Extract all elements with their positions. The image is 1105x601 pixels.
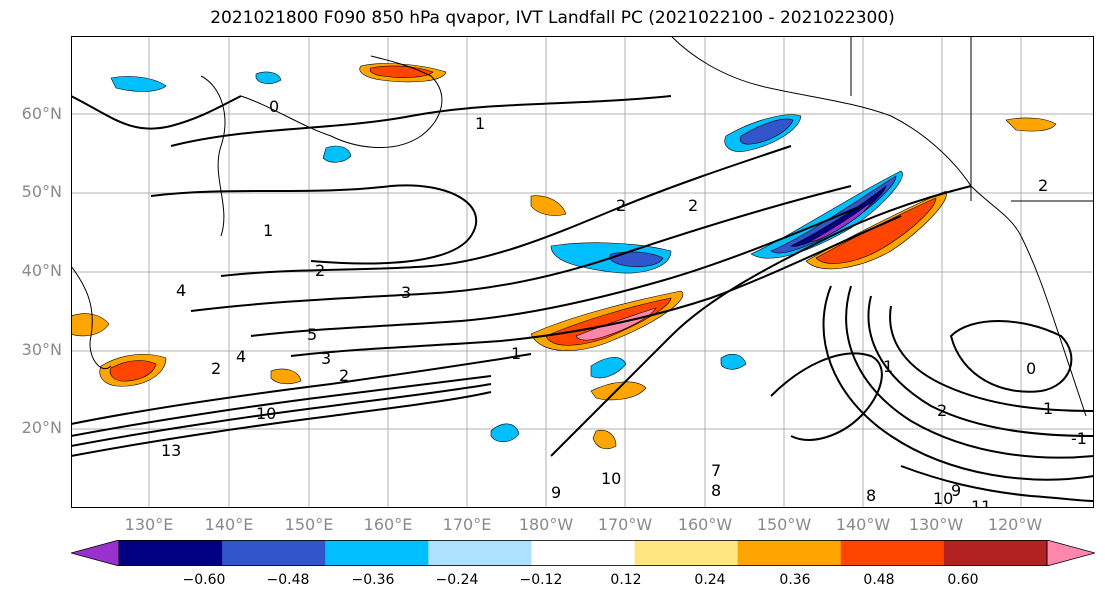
colorbar-tick-label: −0.12	[519, 572, 563, 588]
colorbar-tick-label: −0.36	[351, 572, 395, 588]
coastlines	[71, 36, 1094, 417]
contour-label: 9	[551, 483, 561, 502]
colorbar-segment	[119, 540, 223, 566]
contour-label: 2	[315, 261, 325, 280]
contour-label: 2	[211, 359, 221, 378]
lon-label-130e: 130°E	[124, 515, 174, 534]
colorbar-extend-high	[1046, 540, 1095, 566]
contour-label: 7	[711, 461, 721, 480]
contour-label: 1	[511, 344, 521, 363]
colorbar-extend-low	[71, 540, 120, 566]
lon-label-160w: 160°W	[677, 515, 733, 534]
lon-label-150e: 150°E	[284, 515, 334, 534]
colorbar-segment	[737, 540, 842, 566]
contour-label: 2	[339, 366, 349, 385]
contour-label: 3	[401, 283, 411, 302]
lon-label-150w: 150°W	[756, 515, 812, 534]
colorbar-tick-label: 0.24	[694, 572, 726, 588]
colorbar-tick-label: 0.36	[779, 572, 811, 588]
lat-label-60n: 60°N	[21, 104, 62, 123]
colorbar-tick-label: 0.12	[610, 572, 642, 588]
contour-label: 10	[256, 404, 276, 423]
contour-label: 2	[937, 401, 947, 420]
lon-label-120w: 120°W	[987, 515, 1043, 534]
lon-label-140e: 140°E	[204, 515, 254, 534]
contour-lines	[71, 95, 1094, 502]
contour-label: 1	[883, 357, 893, 376]
colorbar-tick-label: 0.60	[947, 572, 979, 588]
lon-label-160e: 160°E	[363, 515, 413, 534]
contour-label: 11	[971, 497, 991, 508]
contour-labels: 0 1 1 2 2 2 3 4 5 2 3 4 10 13 2 1 2 0 1 …	[161, 97, 1087, 508]
colorbar-tick-label: −0.48	[266, 572, 310, 588]
contour-label: 10	[933, 489, 953, 508]
contour-label: 8	[866, 486, 876, 505]
colorbar-segment	[325, 540, 429, 566]
lon-label-140w: 140°W	[835, 515, 891, 534]
map-border	[71, 36, 1094, 508]
map-gridlines	[71, 36, 1094, 508]
contour-label: 9	[951, 481, 961, 500]
contour-label: 3	[321, 349, 331, 368]
contour-label: 2	[1038, 176, 1048, 195]
qvapor-shading	[71, 63, 1057, 450]
contour-label: 5	[307, 325, 317, 344]
map-panel: 0 1 1 2 2 2 3 4 5 2 3 4 10 13 2 1 2 0 1 …	[71, 36, 1094, 508]
lat-label-40n: 40°N	[21, 261, 62, 280]
contour-label: -1	[1071, 429, 1087, 448]
contour-label: 4	[236, 347, 246, 366]
colorbar-segment	[943, 540, 1048, 566]
colorbar	[71, 540, 1095, 566]
contour-label: 0	[269, 97, 279, 116]
lat-label-30n: 30°N	[21, 340, 62, 359]
lat-label-50n: 50°N	[21, 182, 62, 201]
colorbar-segment	[840, 540, 945, 566]
colorbar-tick-label: 0.48	[863, 572, 895, 588]
colorbar-segment	[634, 540, 739, 566]
map-title: 2021021800 F090 850 hPa qvapor, IVT Land…	[210, 8, 895, 28]
colorbar-tick-label: −0.60	[182, 572, 226, 588]
colorbar-segment	[222, 540, 326, 566]
colorbar-segment	[428, 540, 532, 566]
colorbar-segment	[531, 540, 636, 566]
lon-label-130w: 130°W	[908, 515, 964, 534]
colorbar-outline	[118, 540, 1048, 566]
lat-label-20n: 20°N	[21, 418, 62, 437]
contour-label: 2	[688, 196, 698, 215]
contour-label: 1	[1043, 399, 1053, 418]
contour-label: 1	[475, 114, 485, 133]
contour-label: 10	[601, 469, 621, 488]
contour-label: 8	[711, 481, 721, 500]
lon-label-170w: 170°W	[597, 515, 653, 534]
contour-label: 13	[161, 441, 181, 460]
contour-label: 4	[176, 281, 186, 300]
colorbar-tick-label: −0.24	[435, 572, 479, 588]
lon-label-170e: 170°E	[442, 515, 492, 534]
contour-label: 2	[616, 196, 626, 215]
lon-label-180w: 180°W	[518, 515, 574, 534]
contour-label: 0	[1026, 359, 1036, 378]
contour-label: 1	[263, 221, 273, 240]
